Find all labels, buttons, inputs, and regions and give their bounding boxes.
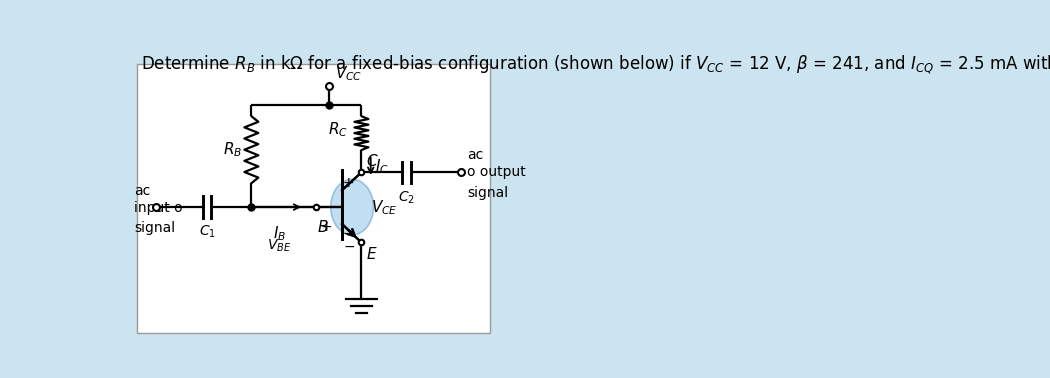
Text: $I_C$: $I_C$ <box>375 157 388 176</box>
Text: signal: signal <box>134 221 175 235</box>
Ellipse shape <box>331 179 374 235</box>
Text: signal: signal <box>467 186 508 200</box>
Text: $-$: $-$ <box>341 226 354 240</box>
Text: $V_{BE}$: $V_{BE}$ <box>267 237 291 254</box>
Text: input o: input o <box>134 201 183 215</box>
Text: ac: ac <box>467 148 483 162</box>
Text: $+$: $+$ <box>320 220 333 234</box>
Text: ac: ac <box>134 184 150 198</box>
Text: o output: o output <box>467 166 526 180</box>
Text: $I_B$: $I_B$ <box>273 225 287 243</box>
Text: $R_C$: $R_C$ <box>329 120 349 139</box>
Text: $C_1$: $C_1$ <box>198 224 215 240</box>
Text: $-$: $-$ <box>343 239 355 253</box>
FancyBboxPatch shape <box>138 64 490 333</box>
Text: $V_{CC}$: $V_{CC}$ <box>335 64 362 83</box>
Text: $R_B$: $R_B$ <box>223 140 243 159</box>
Text: $B$: $B$ <box>317 218 329 235</box>
Text: $V_{CE}$: $V_{CE}$ <box>371 198 397 217</box>
Text: $C_2$: $C_2$ <box>398 189 415 206</box>
Text: $C$: $C$ <box>366 153 379 169</box>
Text: Determine $R_B$ in k$\Omega$ for a fixed-bias configuration (shown below) if $V_: Determine $R_B$ in k$\Omega$ for a fixed… <box>141 53 1050 76</box>
Text: $E$: $E$ <box>366 246 378 262</box>
Text: $+$: $+$ <box>341 176 354 190</box>
